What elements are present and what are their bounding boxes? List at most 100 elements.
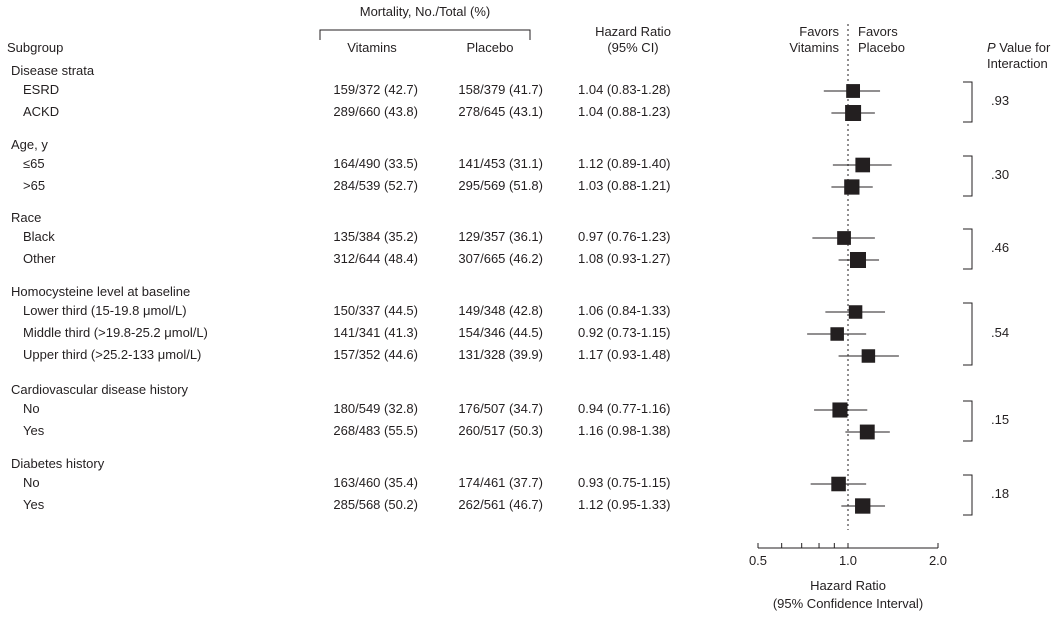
vitamins-cell: 141/341 (41.3): [333, 325, 418, 340]
hazard-ratio-marker: [861, 349, 876, 363]
p-value: .30: [991, 167, 1010, 182]
p-value-rest: Value for: [995, 40, 1051, 55]
placebo-cell: 129/357 (36.1): [458, 229, 543, 244]
hazard-ratio-marker: [845, 105, 862, 121]
hazard-ratio-cell: 1.08 (0.93-1.27): [578, 251, 671, 266]
hazard-ratio-cell: 1.06 (0.84-1.33): [578, 303, 671, 318]
hazard-ratio-cell: 1.04 (0.83-1.28): [578, 82, 671, 97]
row-label: Black: [23, 229, 55, 244]
vitamins-cell: 284/539 (52.7): [333, 178, 418, 193]
group-title: Race: [11, 210, 42, 225]
hazard-ratio-cell: 1.03 (0.88-1.21): [578, 178, 671, 193]
placebo-cell: 141/453 (31.1): [458, 156, 543, 171]
x-axis-subtitle: (95% Confidence Interval): [772, 596, 924, 611]
row-label: Other: [23, 251, 56, 266]
hazard-ratio-header: Hazard Ratio: [595, 24, 671, 39]
vitamins-cell: 180/549 (32.8): [333, 401, 418, 416]
placebo-cell: 260/517 (50.3): [458, 423, 543, 438]
vitamins-cell: 159/372 (42.7): [333, 82, 418, 97]
hazard-ratio-cell: 1.12 (0.89-1.40): [578, 156, 671, 171]
hazard-ratio-marker: [855, 157, 871, 173]
row-label: Middle third (>19.8-25.2 μmol/L): [23, 325, 208, 340]
p-value: .15: [991, 412, 1010, 427]
row-label: ESRD: [23, 82, 60, 97]
interaction-bracket: [963, 81, 973, 123]
favors-placebo-line1: Favors: [858, 24, 898, 39]
hazard-ratio-marker: [846, 84, 861, 98]
group-title: Age, y: [11, 137, 48, 152]
hazard-ratio-marker: [831, 476, 846, 492]
ci-header: (95% CI): [607, 40, 659, 55]
placebo-cell: 131/328 (39.9): [458, 347, 543, 362]
row-label: No: [23, 475, 40, 490]
placebo-cell: 158/379 (41.7): [458, 82, 543, 97]
hazard-ratio-cell: 0.92 (0.73-1.15): [578, 325, 671, 340]
interaction-bracket: [963, 155, 973, 197]
vitamins-cell: 157/352 (44.6): [333, 347, 418, 362]
group-title: Cardiovascular disease history: [11, 382, 189, 397]
mortality-header: Mortality, No./Total (%): [359, 4, 491, 19]
hazard-ratio-marker: [855, 498, 871, 514]
vitamins-cell: 164/490 (33.5): [333, 156, 418, 171]
placebo-cell: 149/348 (42.8): [458, 303, 543, 318]
hazard-ratio-marker: [830, 327, 844, 341]
vitamins-cell: 289/660 (43.8): [333, 104, 418, 119]
placebo-cell: 278/645 (43.1): [458, 104, 543, 119]
favors-vitamins-line1: Favors: [799, 24, 839, 39]
vitamins-cell: 312/644 (48.4): [333, 251, 418, 266]
x-tick-label: 1.0: [839, 553, 857, 568]
placebo-cell: 154/346 (44.5): [458, 325, 543, 340]
p-value-header: P Value for: [987, 40, 1050, 56]
interaction-bracket: [963, 400, 973, 442]
row-label: ACKD: [23, 104, 60, 119]
placebo-cell: 176/507 (34.7): [458, 401, 543, 416]
placebo-cell: 262/561 (46.7): [458, 497, 543, 512]
hazard-ratio-cell: 0.93 (0.75-1.15): [578, 475, 671, 490]
p-value: .18: [991, 486, 1010, 501]
hazard-ratio-marker: [832, 402, 848, 418]
group-title: Disease strata: [11, 63, 95, 78]
interaction-bracket: [963, 302, 973, 366]
mortality-bracket: [319, 29, 531, 40]
vitamins-cell: 135/384 (35.2): [333, 229, 418, 244]
hazard-ratio-cell: 1.16 (0.98-1.38): [578, 423, 671, 438]
row-label: Yes: [23, 423, 45, 438]
favors-vitamins-line2: Vitamins: [789, 40, 839, 55]
hazard-ratio-cell: 0.97 (0.76-1.23): [578, 229, 671, 244]
hazard-ratio-marker: [848, 305, 863, 319]
hazard-ratio-marker: [849, 252, 866, 268]
row-label: No: [23, 401, 40, 416]
placebo-cell: 307/665 (46.2): [458, 251, 543, 266]
subgroup-header: Subgroup: [7, 40, 64, 55]
hazard-ratio-cell: 1.04 (0.88-1.23): [578, 104, 671, 119]
vitamins-cell: 163/460 (35.4): [333, 475, 418, 490]
interaction-bracket: [963, 474, 973, 516]
row-label: >65: [23, 178, 46, 193]
p-value: .54: [991, 325, 1010, 340]
hazard-ratio-marker: [837, 231, 851, 245]
placebo-cell: 174/461 (37.7): [458, 475, 543, 490]
row-label: Lower third (15-19.8 μmol/L): [23, 303, 187, 318]
x-axis-title: Hazard Ratio: [810, 578, 886, 593]
p-value: .93: [991, 93, 1010, 108]
group-title: Homocysteine level at baseline: [11, 284, 191, 299]
x-tick-label: 0.5: [749, 553, 767, 568]
hazard-ratio-marker: [844, 179, 860, 195]
hazard-ratio-cell: 1.17 (0.93-1.48): [578, 347, 671, 362]
placebo-cell: 295/569 (51.8): [458, 178, 543, 193]
row-label: Yes: [23, 497, 45, 512]
vitamins-cell: 285/568 (50.2): [333, 497, 418, 512]
p-value-italic: P: [987, 40, 996, 55]
vitamins-header: Vitamins: [347, 40, 397, 55]
vitamins-cell: 268/483 (55.5): [333, 423, 418, 438]
vitamins-cell: 150/337 (44.5): [333, 303, 418, 318]
hazard-ratio-cell: 0.94 (0.77-1.16): [578, 401, 671, 416]
hazard-ratio-cell: 1.12 (0.95-1.33): [578, 497, 671, 512]
placebo-header: Placebo: [466, 40, 514, 55]
group-title: Diabetes history: [11, 456, 105, 471]
hazard-ratio-marker: [859, 424, 875, 440]
row-label: Upper third (>25.2-133 μmol/L): [23, 347, 202, 362]
interaction-bracket: [963, 228, 973, 270]
x-tick-label: 2.0: [929, 553, 947, 568]
